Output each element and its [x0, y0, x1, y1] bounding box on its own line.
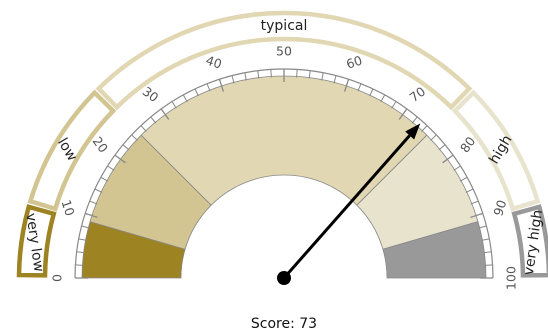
- minor-tick: [182, 94, 188, 103]
- minor-tick: [100, 176, 109, 182]
- minor-tick: [465, 188, 474, 193]
- major-tick: [442, 154, 454, 164]
- range-band-label: typical: [261, 18, 308, 34]
- tick-label: 100: [504, 266, 519, 290]
- minor-tick: [231, 75, 235, 84]
- minor-tick: [483, 251, 492, 254]
- minor-tick: [438, 144, 446, 151]
- gauge-sectors: [81, 75, 487, 279]
- range-band-shape: [451, 89, 541, 212]
- minor-tick: [321, 72, 324, 81]
- range-band-shape: [27, 89, 117, 212]
- minor-tick: [122, 144, 130, 151]
- minor-tick: [484, 264, 493, 266]
- minor-tick: [75, 264, 84, 266]
- major-tick: [114, 154, 126, 164]
- minor-tick: [357, 83, 362, 92]
- minor-tick: [421, 125, 428, 132]
- minor-tick: [430, 134, 437, 141]
- minor-tick: [470, 200, 479, 205]
- minor-tick: [89, 200, 98, 205]
- minor-tick: [333, 75, 337, 84]
- major-tick: [218, 79, 225, 92]
- minor-tick: [76, 251, 85, 254]
- minor-tick: [270, 69, 272, 78]
- tick-label: 90: [490, 198, 509, 218]
- minor-tick: [140, 125, 147, 132]
- range-band-shape: [95, 10, 473, 111]
- gauge-sector-2: [140, 75, 428, 206]
- minor-tick: [308, 70, 311, 79]
- minor-tick: [391, 101, 397, 109]
- minor-tick: [380, 94, 386, 103]
- minor-tick: [206, 83, 211, 92]
- score-label: Score: 73: [251, 316, 317, 332]
- minor-tick: [244, 72, 247, 81]
- minor-tick: [107, 165, 115, 171]
- gauge-sector-4: [382, 221, 487, 279]
- minor-tick: [78, 238, 87, 241]
- gauge-needle: [282, 134, 411, 279]
- minor-tick: [94, 188, 103, 193]
- major-tick: [343, 79, 350, 92]
- tick-label: 40: [204, 53, 224, 72]
- minor-tick: [369, 88, 374, 97]
- gauge-needle-group: [277, 123, 421, 285]
- minor-tick: [194, 88, 199, 97]
- range-band-4: very high: [511, 204, 548, 278]
- tick-label: 10: [59, 198, 78, 218]
- tick-label: 50: [276, 44, 292, 59]
- minor-tick: [411, 116, 418, 124]
- range-band-shape: [16, 204, 57, 278]
- minor-tick: [296, 69, 298, 78]
- range-band-shape: [511, 204, 548, 278]
- tick-label: 0: [50, 274, 65, 282]
- minor-tick: [131, 134, 138, 141]
- minor-tick: [478, 225, 487, 229]
- tick-label: 60: [344, 53, 364, 72]
- minor-tick: [150, 116, 157, 124]
- major-tick: [160, 108, 170, 120]
- major-tick: [85, 212, 98, 219]
- range-band-3: high: [451, 89, 541, 212]
- range-band-1: low: [27, 89, 117, 212]
- range-band-2: typical: [95, 10, 473, 111]
- needle-pivot: [277, 271, 291, 285]
- minor-tick: [81, 225, 90, 229]
- minor-tick: [257, 70, 260, 79]
- major-tick: [398, 108, 408, 120]
- major-tick: [470, 212, 483, 219]
- minor-tick: [459, 176, 468, 182]
- range-band-0: very low: [16, 204, 57, 278]
- minor-tick: [453, 165, 461, 171]
- needle-arrowhead: [405, 123, 421, 140]
- minor-tick: [171, 101, 177, 109]
- minor-tick: [481, 238, 490, 241]
